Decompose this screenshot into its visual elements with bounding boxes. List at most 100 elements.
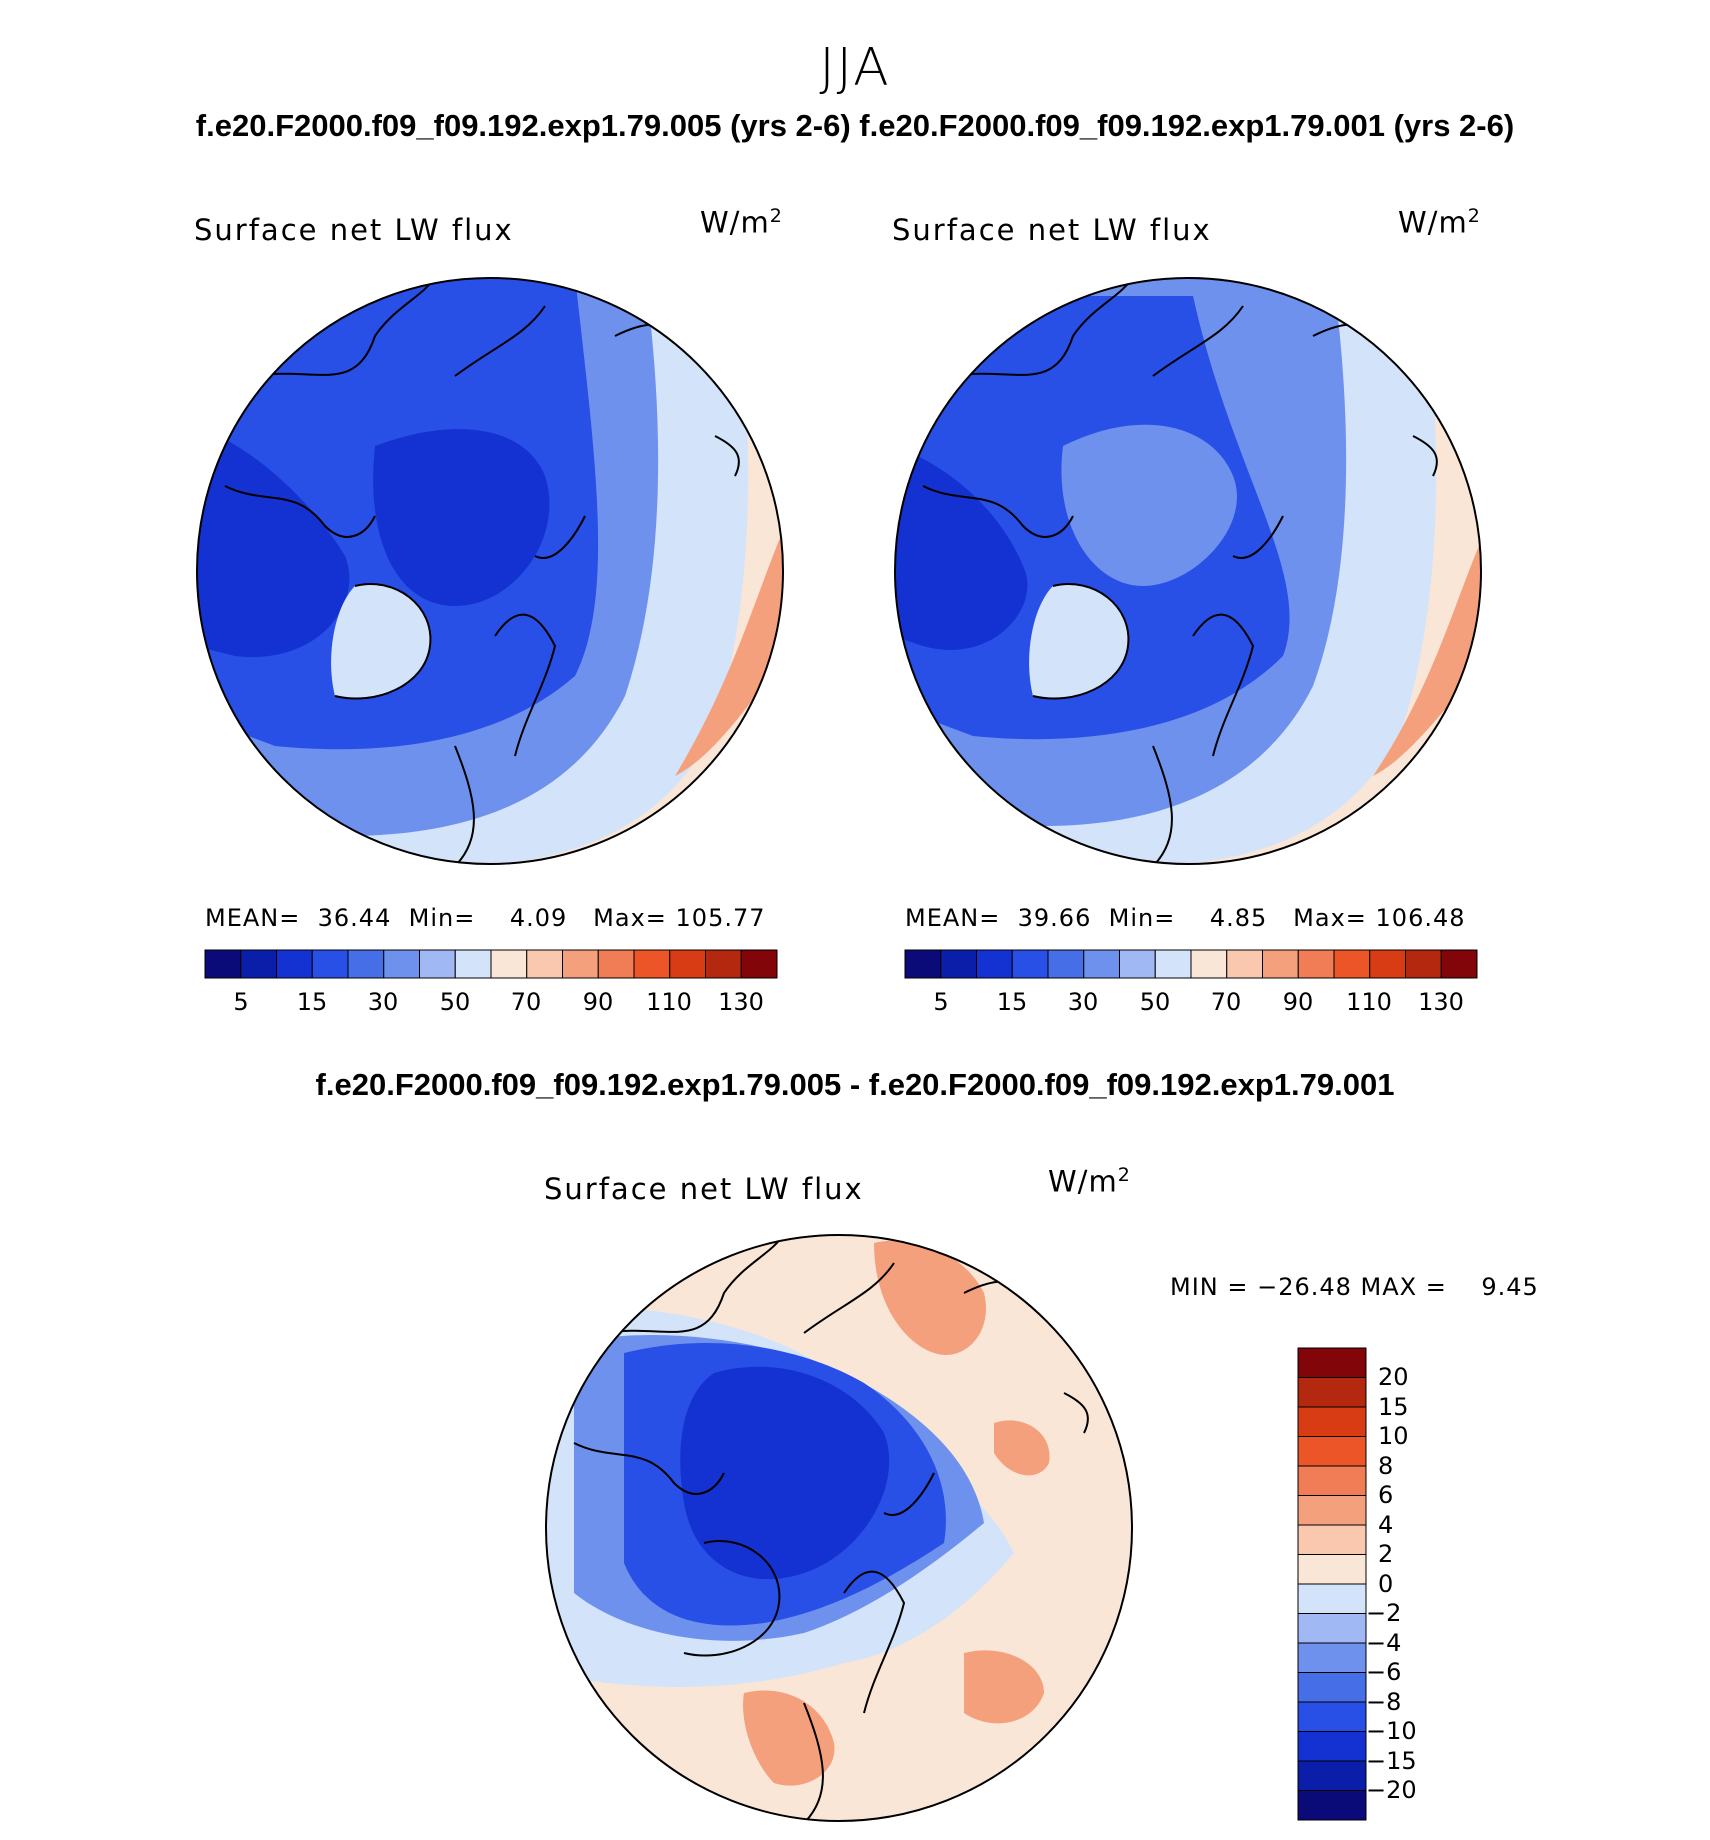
cb2-swatch-13 [1369,949,1406,979]
panel-1-units-base: W/m [700,205,770,240]
diff-variable: Surface net LW flux [544,1172,864,1206]
cb2-swatch-15 [1440,949,1478,979]
panel-2-mean: 39.66 [1017,904,1092,932]
cb1-swatch-8 [490,949,528,979]
map-2-arctic-light [1061,424,1237,586]
panel-2-max-label: Max= [1293,904,1367,932]
cb3-swatch-13 [1297,1731,1367,1762]
panel-2-colorbar [904,949,1478,979]
map-1-red-edge-right [675,526,783,776]
difference-title: f.e20.F2000.f09_f09.192.exp1.79.005 - f.… [315,1067,1395,1102]
panel-1-variable: Surface net LW flux [194,213,514,247]
cb3-swatch-14 [1297,1760,1367,1791]
cb1-label-7: 130 [718,988,764,1016]
season-title: JJA [819,38,891,98]
cb3-label-12: −10 [1366,1717,1417,1745]
cb1-label-0: 5 [233,988,249,1016]
cb2-swatch-14 [1405,949,1442,979]
diff-units-exp: 2 [1117,1164,1131,1186]
cb3-label-11: −8 [1366,1688,1402,1716]
cb2-swatch-12 [1333,949,1371,979]
cb1-swatch-13 [669,949,706,979]
cb2-label-7: 130 [1418,988,1464,1016]
cb3-swatch-6 [1297,1524,1367,1555]
cb2-label-6: 110 [1346,988,1392,1016]
panel-2-min-label: Min= [1108,904,1176,932]
cb2-swatch-1 [940,949,977,979]
cb3-swatch-0 [1297,1347,1367,1378]
cb3-swatch-7 [1297,1554,1367,1585]
panel-1-mean: 36.44 [317,904,392,932]
map-2-border [894,277,1482,865]
panel-2-units-base: W/m [1398,205,1468,240]
cb3-label-2: 10 [1378,1422,1409,1450]
diff-map [545,1234,1133,1822]
cb3-label-5: 4 [1378,1511,1394,1539]
cb3-swatch-10 [1297,1642,1367,1673]
cb1-swatch-0 [204,949,242,979]
diff-colorbar-labels: 20 15 10 8 6 4 2 0 −2 −4 −6 −8 −10 −15 −… [1366,1348,1478,1820]
cb2-swatch-2 [976,949,1013,979]
map-1-deep-blue-region [197,426,350,658]
diff-map-red-southeast [964,1650,1044,1724]
cb3-label-8: −2 [1366,1599,1402,1627]
map-2-deep-blue-region [895,446,1028,650]
panel-1-stats: MEAN= 36.44 Min= 4.09 Max= 105.77 [205,904,766,932]
cb2-swatch-10 [1262,949,1299,979]
cb1-label-1: 15 [296,988,328,1016]
cb1-swatch-11 [597,949,635,979]
diff-map-red-north [874,1240,986,1355]
panel-1-colorbar-labels: 5 15 30 50 70 90 110 130 [205,988,777,1018]
cb2-swatch-5 [1083,949,1120,979]
panel-1-max-label: Max= [593,904,667,932]
diff-minmax: MIN = −26.48 MAX = 9.45 [1170,1273,1539,1301]
cb2-swatch-3 [1011,949,1049,979]
cb2-swatch-4 [1047,949,1085,979]
cb3-label-1: 15 [1378,1393,1409,1421]
diff-units: W/m2 [1048,1164,1131,1199]
cb1-swatch-7 [454,949,492,979]
cb2-label-5: 90 [1282,988,1314,1016]
cases-title: f.e20.F2000.f09_f09.192.exp1.79.005 (yrs… [195,108,1515,143]
diff-map-red-south [743,1690,835,1786]
panel-1-units-exp: 2 [769,205,783,227]
panel-1-mean-label: MEAN= [205,904,301,932]
panel-2-units-exp: 2 [1467,205,1481,227]
cb3-label-7: 0 [1378,1570,1394,1598]
cb1-label-3: 50 [439,988,471,1016]
cb2-label-3: 50 [1139,988,1171,1016]
map-1-greenland [331,584,431,699]
cb3-label-14: −20 [1366,1776,1417,1804]
panel-2-colorbar-labels: 5 15 30 50 70 90 110 130 [905,988,1477,1018]
cb1-swatch-10 [562,949,599,979]
panel-2-map [894,277,1482,865]
cb2-swatch-8 [1190,949,1228,979]
cb3-label-0: 20 [1378,1363,1409,1391]
cb3-label-4: 6 [1378,1481,1394,1509]
cb1-swatch-9 [526,949,563,979]
cb2-swatch-0 [904,949,942,979]
cb1-swatch-12 [633,949,671,979]
cb1-label-6: 110 [646,988,692,1016]
panel-2-max: 106.48 [1375,904,1466,932]
panel-1-min-label: Min= [408,904,476,932]
cb3-swatch-15 [1297,1790,1367,1821]
cb1-swatch-14 [705,949,742,979]
cb3-swatch-12 [1297,1701,1367,1732]
cb3-label-10: −6 [1366,1658,1402,1686]
panel-1-map [196,277,784,865]
cb2-label-2: 30 [1067,988,1099,1016]
panel-1-max: 105.77 [675,904,766,932]
cb1-swatch-15 [740,949,778,979]
panel-2-stats: MEAN= 39.66 Min= 4.85 Max= 106.48 [905,904,1466,932]
diff-colorbar [1297,1347,1367,1821]
cb2-label-4: 70 [1210,988,1242,1016]
diff-map-deep-blue [680,1366,890,1580]
cb3-swatch-1 [1297,1377,1367,1408]
map-1-deep-blue-arctic [373,429,550,606]
cb3-label-3: 8 [1378,1452,1394,1480]
cb2-swatch-7 [1154,949,1192,979]
cb3-label-9: −4 [1366,1629,1402,1657]
cb3-swatch-3 [1297,1436,1367,1467]
map-2-red-edge-right [1373,536,1481,776]
